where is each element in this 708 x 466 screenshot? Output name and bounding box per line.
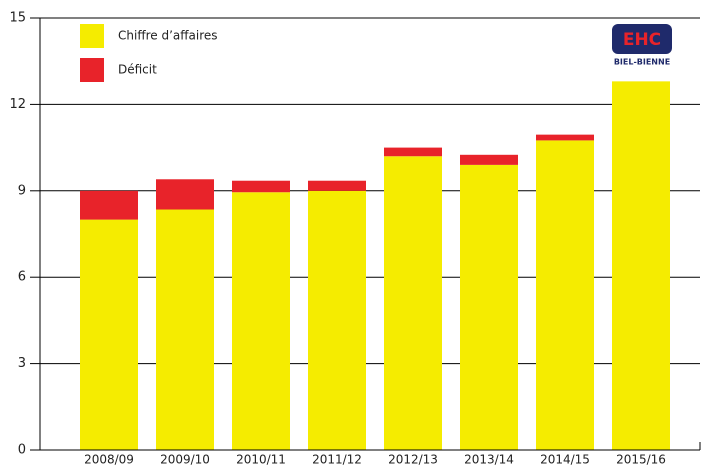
y-tick-label: 0 [18,443,26,458]
logo-subtext: BIEL-BIENNE [614,58,670,67]
bar-segment [80,190,138,220]
bar-segment [460,164,518,450]
logo-text: EHC [623,30,661,50]
bar-segment [232,180,290,193]
bar-segment [536,140,594,450]
logo: EHC BIEL-BIENNE [612,24,672,67]
legend-swatch [80,58,104,82]
bar-segment [80,219,138,450]
x-tick-label: 2010/11 [236,453,286,466]
bar-segment [232,192,290,451]
bar-segment [156,209,214,450]
logo-badge [612,24,672,54]
y-tick-label: 9 [18,183,26,198]
x-tick-label: 2011/12 [312,453,362,466]
legend-swatch [80,24,104,48]
x-tick-label: 2014/15 [540,453,590,466]
legend-label: Chiffre d’affaires [118,29,218,43]
bar-segment [612,81,670,451]
x-tick-label: 2015/16 [616,453,666,466]
y-tick-label: 6 [18,270,26,285]
bar-segment [384,147,442,157]
legend-label: Déficit [118,63,157,77]
x-tick-label: 2009/10 [160,453,210,466]
bar-segment [536,134,594,141]
y-tick-label: 3 [18,356,26,371]
bar-segment [156,179,214,210]
y-tick-label: 12 [9,97,26,112]
bar-segment [460,154,518,165]
bar-segment [384,156,442,451]
x-tick-label: 2008/09 [84,453,134,466]
bar-segment [308,190,366,451]
y-tick-label: 15 [9,11,26,26]
x-tick-label: 2012/13 [388,453,438,466]
x-tick-label: 2013/14 [464,453,514,466]
bar-segment [308,180,366,191]
